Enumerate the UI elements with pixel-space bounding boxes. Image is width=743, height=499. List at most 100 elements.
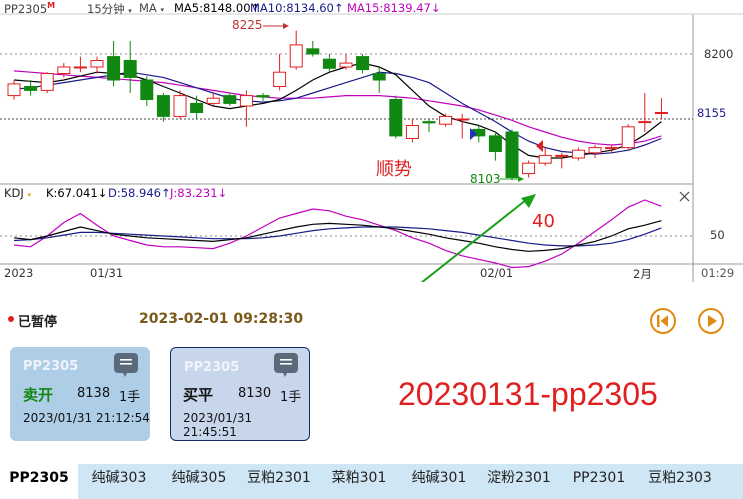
candle	[57, 63, 71, 78]
candle	[339, 54, 353, 70]
price-label-current: 8155	[697, 106, 727, 120]
rewind-button[interactable]	[650, 308, 676, 334]
candle-body	[273, 71, 287, 87]
candle	[289, 30, 303, 70]
candle	[605, 145, 619, 153]
candle-body	[372, 73, 386, 81]
candle	[488, 132, 502, 161]
candle	[24, 80, 38, 96]
tab-soda-303[interactable]: 纯碱303	[91, 470, 147, 486]
candle	[322, 54, 336, 73]
candle	[90, 56, 104, 74]
kdj-k-line	[13, 220, 662, 252]
candle	[588, 145, 602, 158]
candle-body	[439, 115, 453, 125]
kline-chart-panel[interactable]: PP2305M 15分钟 ▾ MA ▾ MA5:8148.00↑ MA10:81…	[0, 0, 743, 282]
trade-symbol: PP2305	[23, 359, 79, 374]
tab-starch-2301[interactable]: 淀粉2301	[487, 470, 551, 486]
candle	[256, 93, 270, 101]
message-icon[interactable]	[274, 353, 298, 377]
chevron-down-icon: ▾	[160, 6, 164, 14]
kdj-j-line	[13, 199, 662, 269]
kdj-d-value: D:58.946↑	[108, 186, 171, 200]
candle-body	[173, 95, 187, 117]
tab-soymeal-2303[interactable]: 豆粕2303	[648, 470, 712, 486]
trade-qty: 1手	[280, 390, 302, 405]
kdj-k-value: K:67.041↓	[46, 186, 108, 200]
ma10-value: MA10:8134.60↑	[250, 1, 344, 15]
tab-rapemeal-301[interactable]: 菜粕301	[331, 470, 387, 486]
candle	[40, 72, 54, 93]
caption-text: 20230131-pp2305	[398, 376, 658, 412]
trade-action: 卖开	[23, 386, 54, 404]
kdj-title[interactable]: KDJ ▾	[4, 186, 31, 200]
tab-pp2301[interactable]: PP2301	[572, 470, 626, 486]
candle	[555, 152, 569, 169]
arrow-note: 40	[532, 211, 555, 232]
trade-card-buy-close[interactable]: PP2305 买平 8130 1手 2023/01/31 21:45:51	[170, 347, 310, 441]
kdj-axis-label: 50	[710, 228, 725, 242]
candle-body	[505, 131, 519, 178]
sell-signal-marker	[470, 128, 477, 140]
candle-body	[206, 97, 220, 104]
candle	[73, 56, 87, 73]
tab-soda-305[interactable]: 纯碱305	[171, 470, 227, 486]
candle-body	[422, 121, 436, 124]
period-selector[interactable]: 15分钟 ▾	[87, 2, 132, 16]
ma5-value: MA5:8148.00↑	[174, 1, 261, 15]
candle	[538, 147, 552, 166]
trade-price: 8130	[238, 386, 272, 401]
trade-time: 2023/01/31 21:45:51	[183, 411, 253, 439]
tab-soymeal-2301[interactable]: 豆粕2301	[247, 470, 311, 486]
candle-body	[190, 102, 204, 114]
candle-body	[223, 95, 237, 104]
candle-body	[140, 79, 154, 100]
playback-datetime: 2023-02-01 09:28:30	[139, 311, 304, 327]
candle-body	[40, 73, 54, 91]
candle	[638, 93, 652, 132]
candle	[439, 113, 453, 127]
candle	[571, 147, 585, 161]
candle-body	[239, 95, 253, 107]
kline-chart-canvas[interactable]	[0, 0, 743, 282]
status-dot	[8, 316, 14, 322]
candle	[206, 93, 220, 106]
candle	[123, 41, 137, 93]
candle	[140, 76, 154, 106]
candle-body	[356, 56, 370, 71]
candle	[107, 41, 121, 87]
candle-body	[555, 154, 569, 157]
chevron-down-icon: ▾	[128, 7, 132, 15]
high-marker-arrow	[283, 23, 289, 29]
candle-body	[73, 66, 87, 69]
time-label-0131: 01/31	[90, 266, 124, 280]
candle-body	[339, 62, 353, 68]
tab-pp2305[interactable]: PP2305	[0, 464, 78, 499]
trade-card-sell-open[interactable]: PP2305 卖开 8138 1手 2023/01/31 21:12:54	[10, 347, 150, 441]
price-label-high: 8200	[704, 47, 734, 61]
playback-status: 已暂停	[18, 315, 58, 330]
candle-body	[405, 125, 419, 139]
symbol-selector[interactable]: PP2305M	[4, 1, 56, 16]
candle-body	[289, 44, 303, 68]
current-price-tag	[694, 108, 730, 122]
ma15-value: MA15:8139.47↓	[347, 1, 441, 15]
candle-body	[57, 66, 71, 74]
candle-body	[107, 56, 121, 81]
tab-soda-301[interactable]: 纯碱301	[411, 470, 467, 486]
candle-body	[123, 60, 137, 78]
rewind-icon	[657, 315, 668, 327]
ma15-line	[13, 70, 662, 146]
message-icon[interactable]	[114, 353, 138, 377]
candle-body	[455, 118, 469, 121]
candle-body	[7, 83, 21, 97]
play-button[interactable]	[698, 308, 724, 334]
trade-price: 8138	[77, 386, 111, 401]
candle-body	[538, 154, 552, 164]
candle	[273, 54, 287, 91]
candle-body	[621, 126, 635, 149]
candle-body	[522, 162, 536, 175]
candle	[372, 67, 386, 93]
candle-body	[256, 95, 270, 98]
indicator-selector[interactable]: MA ▾	[139, 1, 164, 15]
